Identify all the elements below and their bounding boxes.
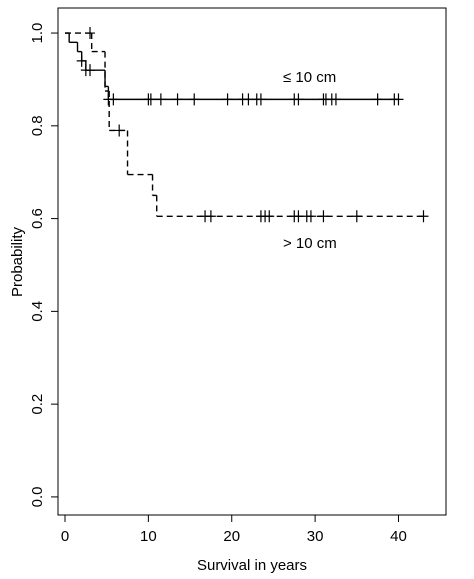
y-tick-label: 0.4 [29,301,46,322]
y-tick-label: 0.8 [29,115,46,136]
censor-mark [330,93,341,106]
plot-box [57,7,447,516]
censor-mark [264,210,275,223]
x-tick-label: 20 [223,528,240,545]
censor-mark [85,27,96,40]
censor-mark [255,93,266,106]
censor-mark [243,93,254,106]
y-tick-label: 0.2 [29,394,46,415]
y-axis-title: Probability [9,226,26,297]
censor-mark [372,93,383,106]
censor-mark [293,93,304,106]
series-label: > 10 cm [283,235,337,252]
censor-mark [351,210,362,223]
censor-mark [172,93,183,106]
y-tick-label: 0.0 [29,486,46,507]
y-tick-label: 0.6 [29,208,46,229]
censor-mark [293,210,304,223]
censor-mark [305,210,316,223]
censor-mark [85,64,96,77]
censor-mark [205,210,216,223]
x-tick-label: 30 [307,528,324,545]
censor-mark [145,93,156,106]
x-tick-label: 0 [61,528,69,545]
series-label: ≤ 10 cm [283,69,336,86]
censor-mark [108,93,119,106]
censor-mark [155,93,166,106]
censor-mark [222,93,233,106]
x-axis-title: Survival in years [197,557,307,574]
censor-mark [393,93,404,106]
x-tick-label: 10 [140,528,157,545]
censor-mark [114,124,125,137]
censor-mark [418,210,429,223]
censor-mark [318,210,329,223]
y-tick-label: 1.0 [29,23,46,44]
x-tick-label: 40 [390,528,407,545]
censor-mark [76,54,87,67]
censor-mark [189,93,200,106]
